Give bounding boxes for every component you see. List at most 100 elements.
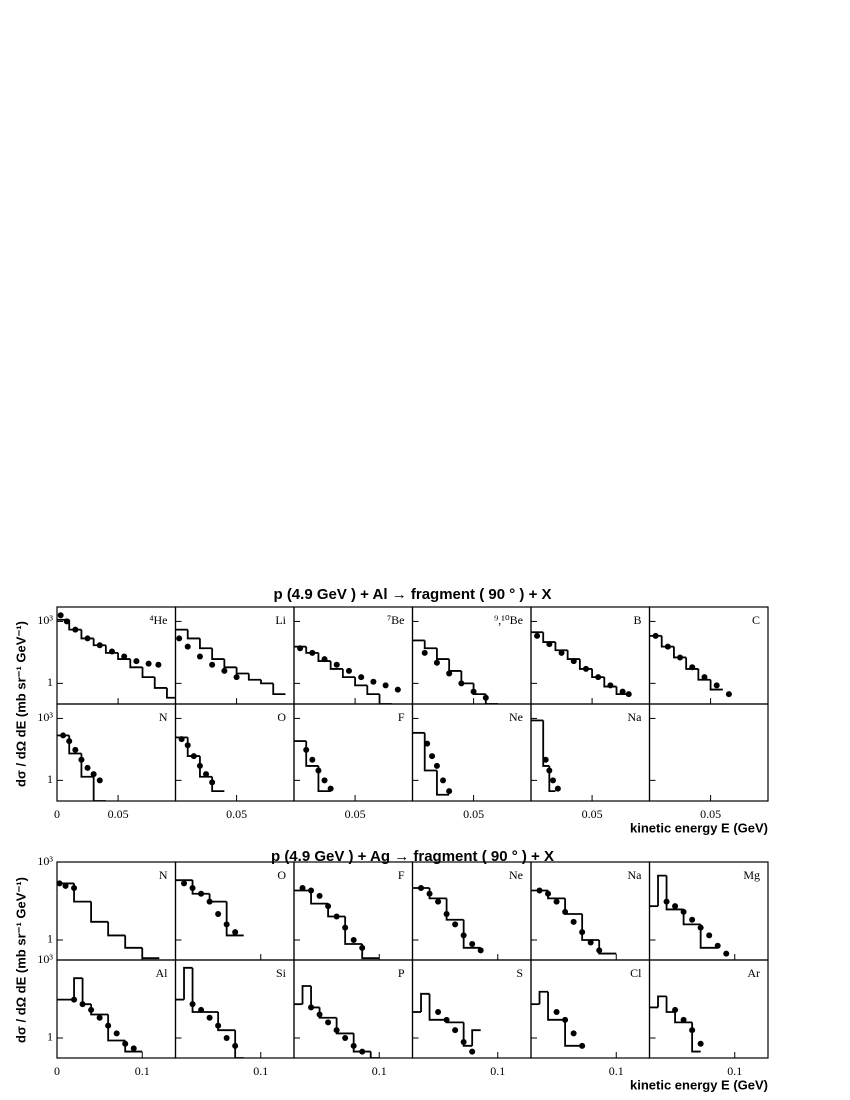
histogram-step xyxy=(542,720,550,767)
histogram-step xyxy=(124,935,143,949)
data-point xyxy=(587,939,594,946)
data-point xyxy=(443,910,450,917)
histogram-step xyxy=(423,732,437,772)
data-point xyxy=(309,649,316,656)
plot-area xyxy=(294,985,380,1058)
histogram-step xyxy=(691,1022,701,1053)
histogram-step xyxy=(554,642,568,652)
data-point xyxy=(358,674,365,681)
panel: 0.1 S xyxy=(411,959,532,1078)
panel-label: Ar xyxy=(747,966,760,980)
data-point xyxy=(122,1040,129,1047)
panel: 0.1 P xyxy=(293,959,414,1078)
panel: 1 10³ ⁴He xyxy=(37,606,177,705)
data-point xyxy=(84,635,91,642)
data-point xyxy=(460,932,467,939)
x-tick-label: 0.05 xyxy=(226,807,247,821)
plot-area xyxy=(57,732,106,801)
data-point xyxy=(350,1042,357,1049)
data-point xyxy=(215,1022,222,1029)
plot-area xyxy=(649,632,732,698)
x-tick-label: 0.05 xyxy=(108,807,129,821)
data-point xyxy=(308,887,315,894)
panel-label: B xyxy=(633,613,641,627)
histogram-step xyxy=(310,890,329,905)
data-point xyxy=(84,764,91,771)
data-point xyxy=(90,771,97,778)
histogram-step xyxy=(341,668,356,679)
data-point xyxy=(359,944,366,951)
x-axis-label: kinetic energy E (GeV) xyxy=(630,820,768,835)
panel: Mg xyxy=(648,861,769,961)
data-point xyxy=(452,1027,459,1034)
plot-area xyxy=(57,880,160,960)
data-point xyxy=(582,665,589,672)
panel-label: O xyxy=(277,710,286,724)
data-point xyxy=(553,1008,560,1015)
data-point xyxy=(440,777,447,784)
histogram-step xyxy=(186,629,200,640)
data-point xyxy=(189,1001,196,1008)
data-point xyxy=(198,890,205,897)
panel-label: P xyxy=(398,966,405,980)
histogram-step xyxy=(73,883,92,903)
plot-area xyxy=(175,966,244,1058)
data-point xyxy=(725,691,732,698)
panel: ⁹,¹⁰Be xyxy=(411,606,532,705)
data-point xyxy=(321,777,328,784)
data-point xyxy=(426,890,433,897)
data-point xyxy=(429,753,436,760)
histogram-step xyxy=(699,924,718,949)
histogram-step xyxy=(542,632,556,643)
data-point xyxy=(663,898,670,905)
histogram-step xyxy=(166,687,176,699)
data-point xyxy=(433,762,440,769)
histogram-step xyxy=(260,679,274,685)
data-point xyxy=(458,680,465,687)
data-point xyxy=(206,898,213,905)
panel-label: F xyxy=(398,710,405,724)
y-axis-label: dσ / dΩ dE (mb sr⁻¹ GeV⁻¹) xyxy=(13,621,28,787)
plot-area xyxy=(649,995,704,1053)
data-point xyxy=(325,903,332,910)
data-point xyxy=(536,887,543,894)
data-point xyxy=(209,779,216,786)
data-point xyxy=(315,767,322,774)
panel-label: S xyxy=(516,966,523,980)
data-point xyxy=(63,618,70,625)
data-point xyxy=(96,777,103,784)
data-point xyxy=(333,1027,340,1034)
histogram-step xyxy=(709,679,723,691)
data-point xyxy=(184,643,191,650)
data-point xyxy=(297,645,304,652)
data-point xyxy=(57,612,64,619)
x-tick-label: 0.1 xyxy=(490,1064,505,1078)
histogram-step xyxy=(428,993,447,1021)
data-point xyxy=(316,892,323,899)
plot-area xyxy=(531,719,561,793)
data-point xyxy=(71,996,78,1003)
data-point xyxy=(105,1022,112,1029)
panel-frame xyxy=(648,703,769,802)
data-point xyxy=(327,785,334,792)
panel: ⁷Be xyxy=(293,606,414,705)
data-point xyxy=(460,1039,467,1046)
panel: F xyxy=(293,861,414,961)
histogram-step xyxy=(697,668,711,681)
data-point xyxy=(96,1014,103,1021)
data-point xyxy=(209,661,216,668)
x-tick-label: 0.1 xyxy=(727,1064,742,1078)
histogram-step xyxy=(436,648,450,660)
data-point xyxy=(233,674,240,681)
data-point xyxy=(452,921,459,928)
histogram-step xyxy=(657,995,667,1008)
panel: 0.1 Si xyxy=(174,959,295,1078)
histogram-step xyxy=(615,686,629,696)
data-point xyxy=(619,688,626,695)
histogram-step xyxy=(247,673,262,681)
panel: 0.05 Ne xyxy=(411,703,532,821)
panel: Ne xyxy=(411,861,532,961)
data-point xyxy=(299,884,306,891)
x-tick-label: 0 xyxy=(54,807,60,821)
data-point xyxy=(713,682,720,689)
